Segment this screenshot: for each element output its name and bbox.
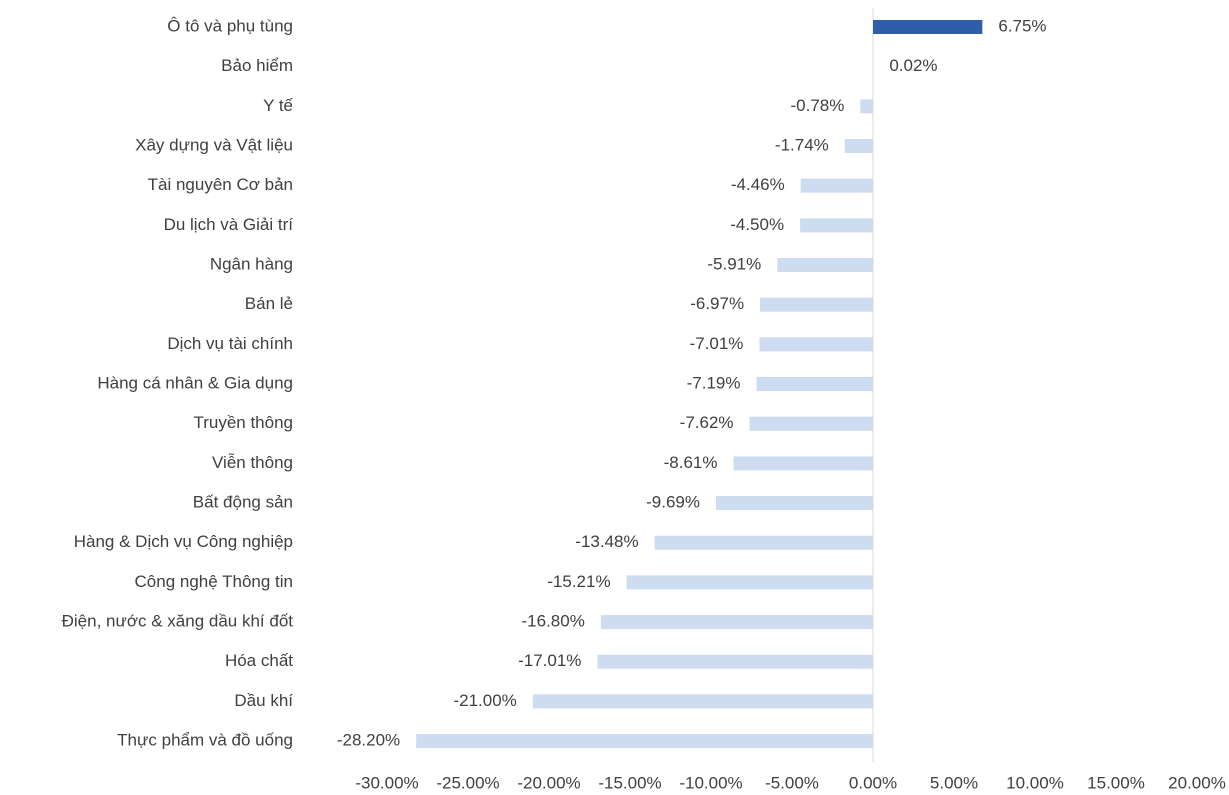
value-label: -21.00% [453, 691, 516, 710]
value-label: -13.48% [575, 532, 638, 551]
bar [800, 178, 873, 193]
bar [733, 456, 873, 471]
bar [600, 615, 873, 630]
bar [800, 218, 873, 233]
y-tick-label: Hàng cá nhân & Gia dụng [97, 374, 293, 393]
y-tick-label: Bất động sản [193, 493, 293, 512]
value-label: -28.20% [337, 731, 400, 750]
x-tick-label: 5.00% [930, 773, 978, 792]
y-tick-label: Hàng & Dịch vụ Công nghiệp [74, 532, 293, 551]
value-label: 6.75% [998, 16, 1046, 35]
y-tick-label: Y tế [263, 96, 293, 115]
y-tick-label: Điện, nước & xăng dầu khí đốt [62, 612, 294, 631]
bar [749, 416, 873, 431]
value-label: -7.01% [690, 334, 744, 353]
x-tick-label: -10.00% [679, 773, 742, 792]
y-tick-label: Ngân hàng [210, 255, 293, 274]
x-tick-label: 0.00% [849, 773, 897, 792]
bar [844, 139, 873, 154]
value-label: -4.46% [731, 175, 785, 194]
y-tick-label: Ô tô và phụ tùng [167, 16, 293, 35]
x-tick-label: -30.00% [355, 773, 418, 792]
value-label: -6.97% [690, 294, 744, 313]
value-label: -7.19% [687, 374, 741, 393]
bar [532, 694, 873, 709]
value-label: -0.78% [790, 96, 844, 115]
x-tick-label: 20.00% [1168, 773, 1226, 792]
bar [873, 20, 983, 34]
bar [626, 575, 873, 590]
value-label: -9.69% [646, 493, 700, 512]
x-tick-label: -5.00% [765, 773, 819, 792]
x-tick-label: 15.00% [1087, 773, 1145, 792]
value-label: -4.50% [730, 215, 784, 234]
y-tick-label: Công nghệ Thông tin [135, 572, 293, 591]
y-tick-label: Du lịch và Giải trí [164, 215, 294, 234]
bar [760, 297, 873, 312]
x-tick-label: -15.00% [598, 773, 661, 792]
y-tick-label: Bán lẻ [245, 294, 293, 313]
y-tick-label: Xây dựng và Vật liệu [135, 135, 293, 154]
value-label: -8.61% [664, 453, 718, 472]
y-tick-label: Tài nguyên Cơ bản [148, 175, 293, 194]
value-label: -17.01% [518, 651, 581, 670]
bar [759, 337, 873, 352]
y-tick-label: Hóa chất [225, 651, 293, 670]
value-label: -5.91% [707, 255, 761, 274]
bar [416, 734, 873, 749]
y-tick-label: Bảo hiểm [221, 56, 293, 75]
value-label: -16.80% [522, 612, 585, 631]
y-tick-label: Dịch vụ tài chính [167, 334, 293, 353]
bar [777, 258, 873, 273]
x-tick-label: 10.00% [1006, 773, 1064, 792]
bar [597, 654, 873, 669]
y-tick-label: Truyền thông [193, 413, 293, 432]
y-tick-label: Dầu khí [234, 691, 293, 710]
x-tick-label: -25.00% [436, 773, 499, 792]
value-label: -15.21% [547, 572, 610, 591]
value-label: 0.02% [889, 56, 937, 75]
bar [756, 377, 873, 392]
bar [654, 535, 873, 550]
bar [860, 99, 873, 114]
y-tick-label: Viễn thông [212, 453, 293, 472]
bar [716, 496, 873, 511]
value-label: -7.62% [680, 413, 734, 432]
y-tick-label: Thực phẩm và đồ uống [117, 731, 293, 750]
x-tick-label: -20.00% [517, 773, 580, 792]
value-label: -1.74% [775, 135, 829, 154]
